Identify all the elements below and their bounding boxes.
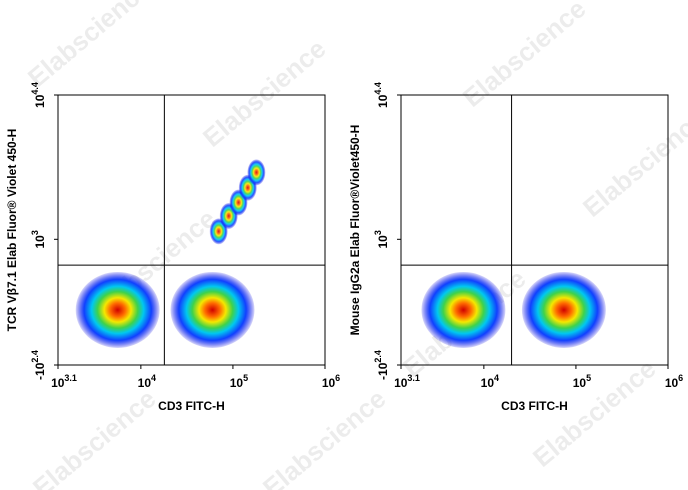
tick-base: -10 [33,362,47,380]
tick-base: 10 [33,235,47,249]
tick-base: 10 [376,235,390,249]
tick-exponent: 4.4 [30,82,40,95]
tick-base: -10 [376,362,390,380]
tick-base: 10 [51,376,65,390]
plot-frame [57,94,326,366]
watermark: Elabscience [257,383,391,490]
tick-exponent: 4.4 [373,82,383,95]
tick-label: -102.4 [30,350,47,380]
tick-label: 103 [373,230,390,248]
tick-base: 10 [394,376,408,390]
tick-label: 104 [481,373,499,390]
tick-exponent: 2.4 [30,350,40,363]
tick-exponent: 3.1 [64,373,77,383]
tick-base: 10 [33,94,47,108]
tick-exponent: 5 [586,373,591,383]
tick-exponent: 4 [151,373,156,383]
tick-base: 10 [230,376,244,390]
tick-base: 10 [573,376,587,390]
tick-label: 105 [230,373,248,390]
tick-base: 10 [665,376,679,390]
tick-exponent: 3 [373,230,383,235]
x-axis-label: CD3 FITC-H [501,399,568,413]
tick-label: 104.4 [30,82,47,108]
x-axis-label: CD3 FITC-H [158,399,225,413]
tick-label: 103.1 [394,373,420,390]
watermark: Elabscience [22,0,156,93]
tick-base: 10 [376,94,390,108]
tick-base: 10 [481,376,495,390]
tick-exponent: 5 [243,373,248,383]
watermark: Elabscience [197,33,331,153]
tick-exponent: 6 [335,373,340,383]
tick-label: 106 [322,373,340,390]
plot-frame [400,94,669,366]
tick-exponent: 6 [678,373,683,383]
watermark: Elabscience [577,103,688,223]
tick-label: 103 [30,230,47,248]
tick-exponent: 4 [494,373,499,383]
watermark: Elabscience [527,353,661,473]
watermark: Elabscience [27,383,161,490]
watermark: Elabscience [457,0,591,113]
y-axis-label: TCR Vβ7.1 Elab Fluor® Violet 450-H [5,129,19,332]
tick-label: 106 [665,373,683,390]
population [75,271,160,348]
tick-exponent: 2.4 [373,350,383,363]
population [421,271,506,348]
tick-base: 10 [322,376,336,390]
tick-label: -102.4 [373,350,390,380]
tick-exponent: 3.1 [407,373,420,383]
y-axis-label: Mouse IgG2a Elab Fluor®Violet450-H [348,125,362,336]
population [170,271,255,348]
tick-label: 103.1 [51,373,77,390]
tick-label: 104.4 [373,82,390,108]
tick-base: 10 [138,376,152,390]
tick-label: 104 [138,373,156,390]
population [521,271,606,348]
population [247,159,266,186]
tick-exponent: 3 [30,230,40,235]
tick-label: 105 [573,373,591,390]
